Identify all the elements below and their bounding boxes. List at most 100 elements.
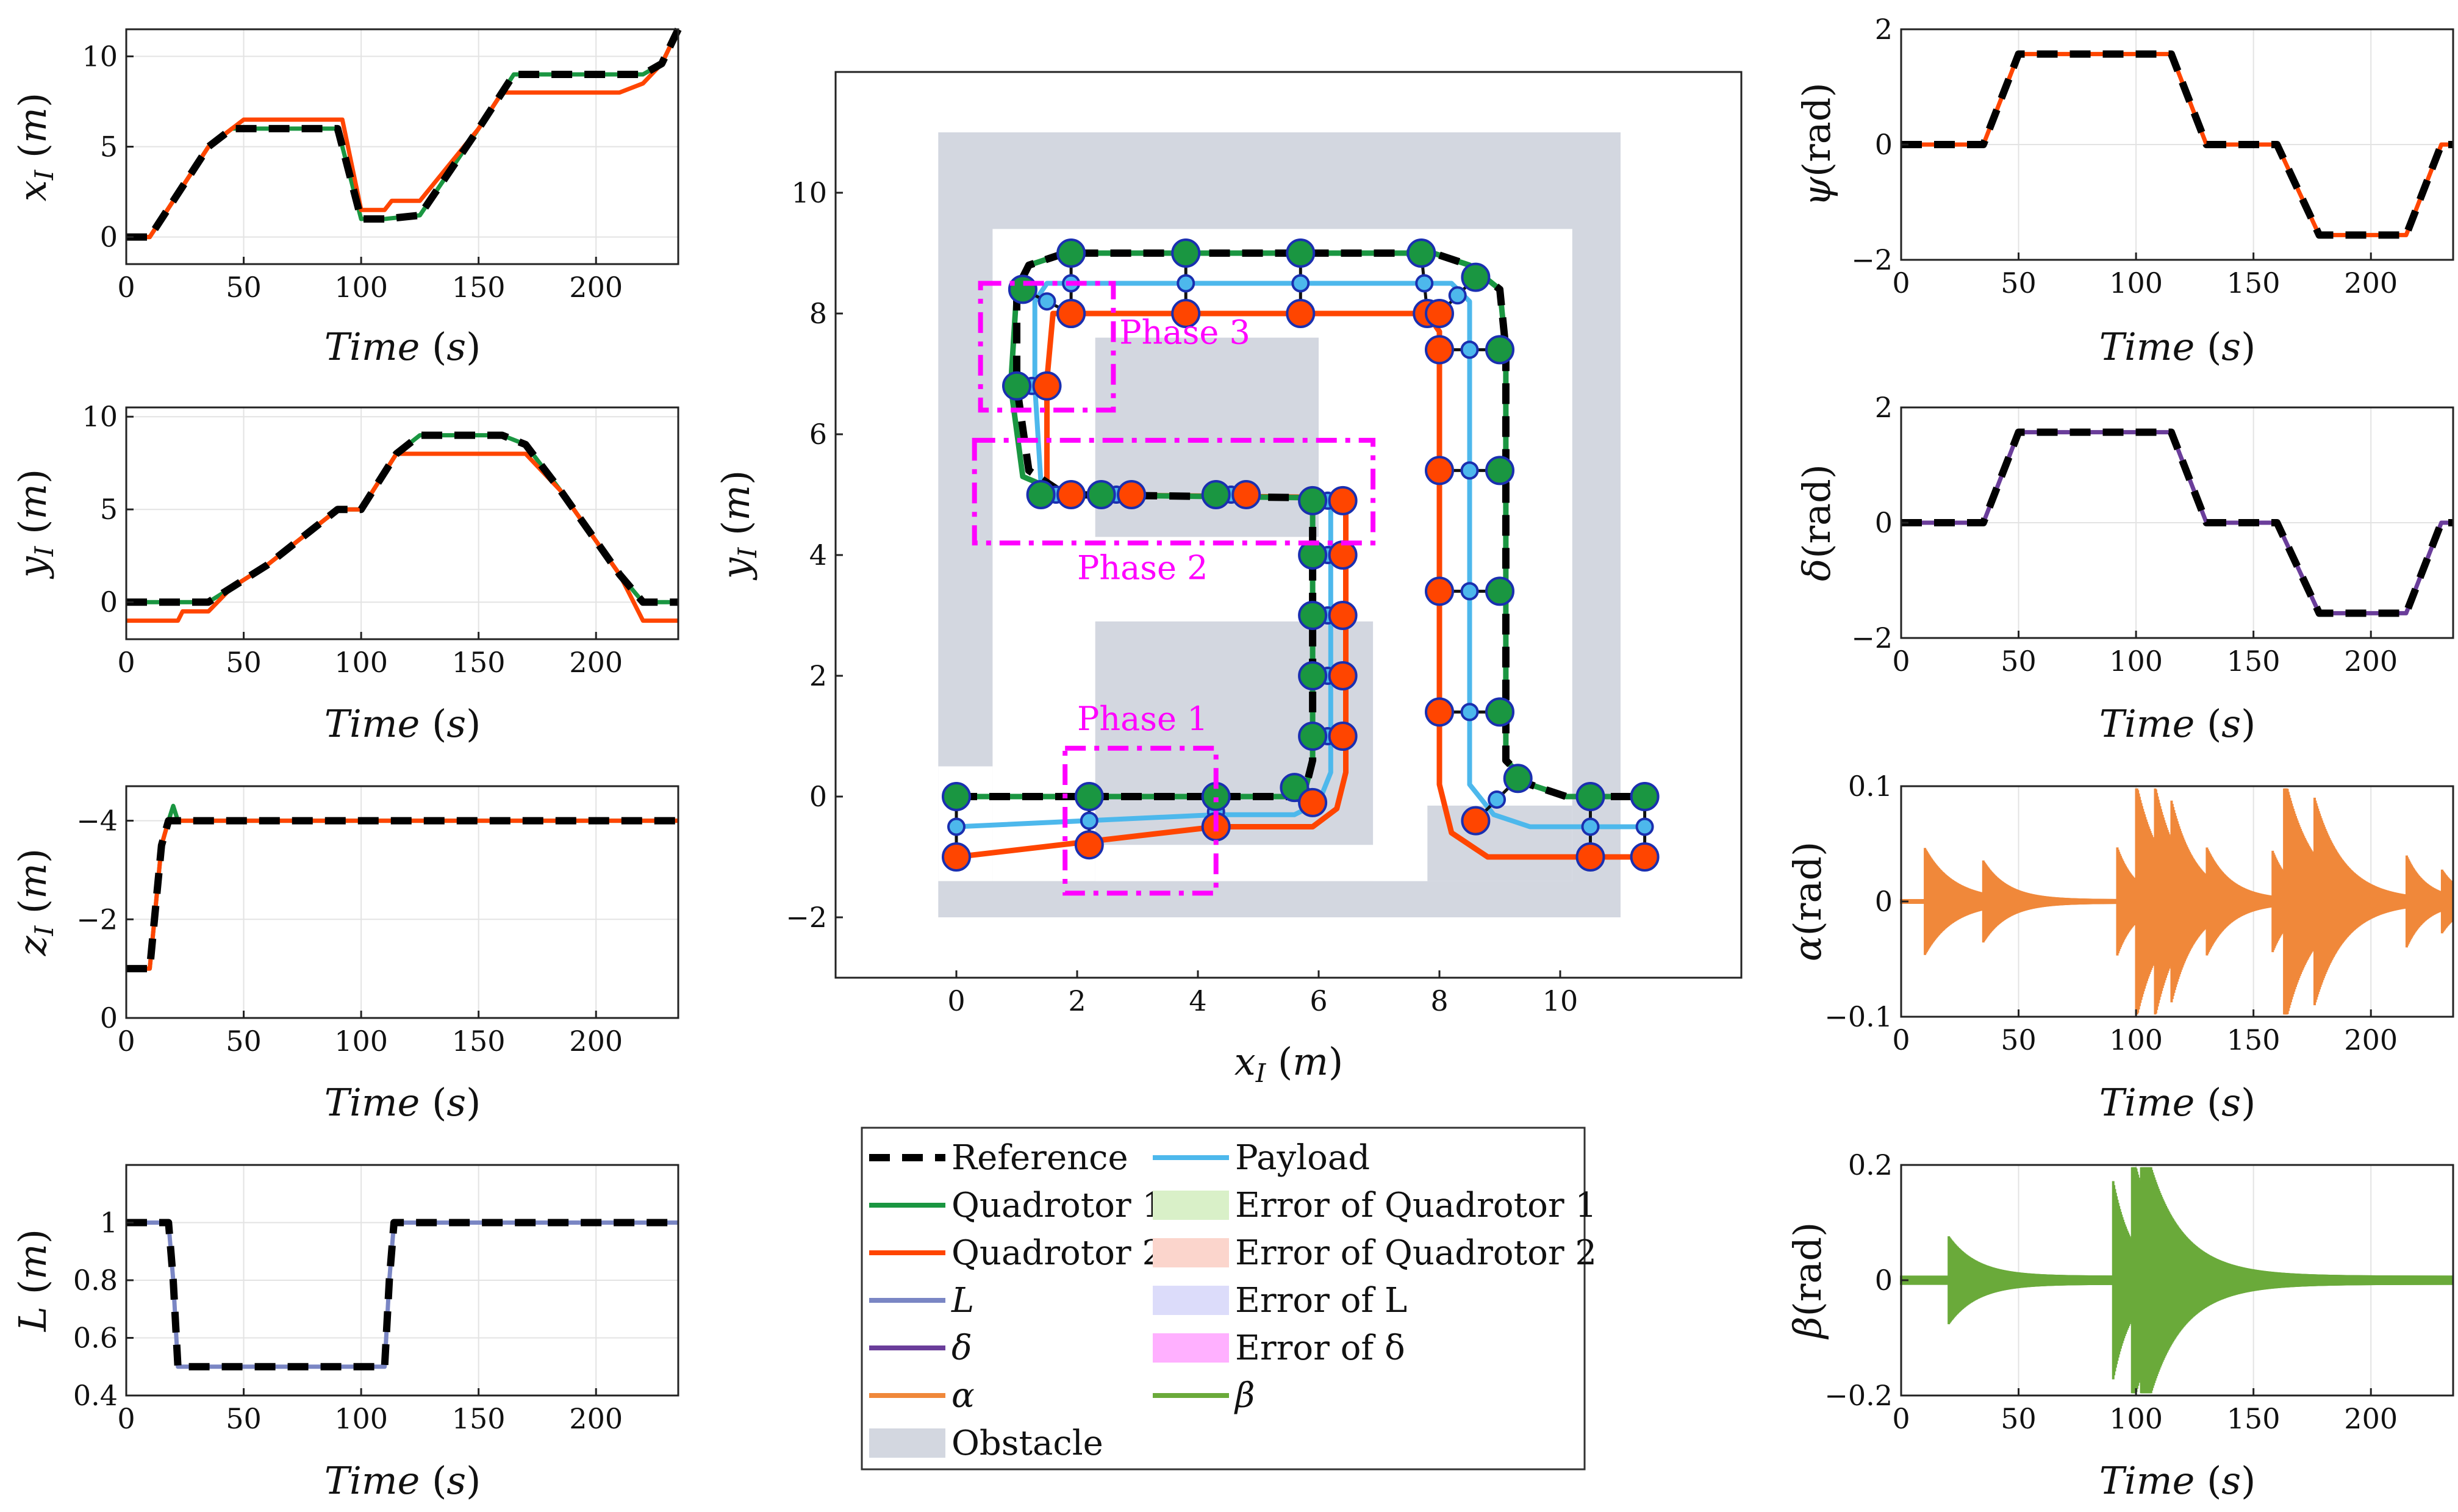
xI-xtick-label: 0: [117, 271, 135, 304]
L-ytick-label: 0.4: [73, 1379, 118, 1412]
legend-item: Reference: [869, 1138, 1128, 1178]
yI-chart: 0 50 100 150 200 0 5 10 Time (s) yI (m): [10, 400, 679, 746]
yI-ytick-label: 10: [82, 400, 118, 433]
map-chart: Phase 1 Phase 2 Phase 3 0 2 4 6 8 10 −2 0 2 4 6 8 10 xI …: [714, 71, 1743, 1088]
legend-label: Error of L: [1235, 1281, 1407, 1320]
alpha-ytick-label: −0.1: [1824, 1000, 1893, 1033]
quad2-marker: [1425, 576, 1454, 606]
yI-xtick-label: 200: [569, 646, 623, 679]
yI-xtick-label: 150: [452, 646, 506, 679]
legend-label: Payload: [1235, 1138, 1370, 1178]
legend-item: Payload: [1153, 1138, 1370, 1178]
quad2-marker: [1286, 299, 1316, 328]
legend-item: Obstacle: [869, 1424, 1103, 1463]
legend-item: Quadrotor 1: [869, 1186, 1164, 1225]
legend-swatch: [1153, 1238, 1229, 1267]
zI-ytick-label: −2: [76, 903, 118, 936]
quad2-marker: [1117, 480, 1147, 509]
legend-label: Error of Quadrotor 2: [1235, 1233, 1597, 1273]
psi-ytick-label: −2: [1851, 243, 1893, 276]
map-ytick-label: 10: [791, 176, 827, 209]
legend-item: Error of δ: [1153, 1328, 1405, 1368]
delta-ylabel: δ(rad): [1794, 464, 1839, 581]
xI-ytick-label: 0: [100, 221, 118, 254]
L-series-reference: [126, 1219, 678, 1370]
map-xlabel: xI (m): [1234, 1039, 1343, 1088]
xI-xtick-label: 200: [569, 271, 623, 304]
alpha-ylabel: α(rad): [1785, 842, 1830, 962]
delta-ytick-label: 2: [1875, 391, 1893, 424]
legend-swatch: [869, 1428, 945, 1458]
map-ytick-label: 0: [809, 780, 827, 813]
L-ylabel: L (m): [10, 1229, 55, 1332]
legend: Reference Quadrotor 1 Quadrotor 2 Lδα Obstac…: [861, 1127, 1597, 1471]
quad2-marker: [1328, 485, 1358, 515]
alpha-xlabel-text: Time (s): [2099, 1080, 2256, 1125]
beta-xlabel: Time (s): [2099, 1458, 2256, 1503]
legend-label: δ: [951, 1328, 972, 1368]
xI-xtick-label: 100: [334, 271, 388, 304]
quad1-marker: [1171, 238, 1201, 268]
yI-series-reference: [126, 431, 678, 606]
quad2-marker: [1328, 540, 1358, 570]
yI-xlabel: Time (s): [324, 701, 481, 746]
zI-chart: 0 50 100 150 200 0 −2 −4 Time (s) zI (m): [10, 785, 679, 1125]
zI-xtick-label: 100: [334, 1025, 388, 1058]
zI-ylabel-text: zI (m): [10, 848, 59, 956]
quad1-marker: [1485, 697, 1514, 727]
L-xtick-label: 100: [334, 1402, 388, 1435]
quad2-marker: [942, 842, 971, 872]
alpha-xtick-label: 100: [2109, 1023, 2163, 1056]
payload-marker: [1177, 274, 1195, 293]
legend-label: Quadrotor 1: [951, 1186, 1164, 1225]
yI-ytick-label: 0: [100, 586, 118, 618]
delta-ylabel-text: δ(rad): [1794, 464, 1839, 581]
L-xtick-label: 50: [226, 1402, 262, 1435]
quad2-marker: [1630, 842, 1660, 872]
map-ytick-label: 4: [809, 539, 827, 571]
xI-xlabel-text: Time (s): [324, 324, 481, 369]
zI-ytick-label: −4: [76, 804, 118, 837]
payload-marker: [1037, 292, 1056, 311]
quad1-marker: [1056, 238, 1086, 268]
quad2-marker: [1425, 697, 1454, 727]
alpha-ytick-label: 0: [1875, 885, 1893, 918]
psi-xtick-label: 200: [2344, 267, 2398, 299]
legend-label: Error of Quadrotor 1: [1235, 1186, 1597, 1225]
xI-series-reference: [126, 27, 682, 241]
payload-marker: [1460, 582, 1479, 601]
beta-xtick-label: 200: [2344, 1402, 2398, 1435]
quad1-marker: [1298, 485, 1328, 515]
psi-xtick-label: 100: [2109, 267, 2163, 299]
quad2-marker: [1032, 371, 1062, 401]
L-grid: [126, 1165, 678, 1396]
L-xtick-label: 150: [452, 1402, 506, 1435]
legend-label: Reference: [951, 1138, 1128, 1178]
xI-xtick-label: 50: [226, 271, 262, 304]
map-path-quad2: [956, 310, 1645, 860]
legend-label: α: [951, 1376, 975, 1416]
payload-marker: [1448, 286, 1467, 305]
psi-ytick-label: 2: [1875, 13, 1893, 46]
legend-label: L: [951, 1281, 974, 1320]
delta-xlabel-text: Time (s): [2099, 701, 2256, 746]
quad1-marker: [1485, 456, 1514, 485]
legend-label: Error of δ: [1235, 1328, 1405, 1368]
legend-item: Quadrotor 2: [869, 1233, 1164, 1273]
phase-box: [1062, 745, 1219, 896]
beta-xtick-label: 50: [2001, 1402, 2037, 1435]
zI-xlabel: Time (s): [324, 1080, 481, 1125]
payload-marker: [1460, 703, 1479, 722]
delta-xtick-label: 200: [2344, 645, 2398, 678]
beta-xtick-label: 150: [2227, 1402, 2281, 1435]
zI-frame: [125, 785, 679, 1019]
delta-xtick-label: 0: [1892, 645, 1910, 678]
xI-ytick-label: 10: [82, 40, 118, 73]
alpha-oscillation: [1900, 788, 2454, 1015]
phase-label: Phase 2: [1077, 549, 1208, 587]
delta-xtick-label: 50: [2001, 645, 2037, 678]
zI-xlabel-text: Time (s): [324, 1080, 481, 1125]
zI-series-reference: [126, 817, 678, 973]
psi-xlabel: Time (s): [2099, 324, 2256, 369]
